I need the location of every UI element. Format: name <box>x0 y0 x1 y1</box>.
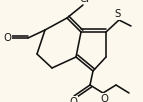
Text: Cl: Cl <box>79 0 89 3</box>
Text: S: S <box>115 9 121 19</box>
Text: O: O <box>69 97 77 102</box>
Text: O: O <box>3 33 11 43</box>
Text: O: O <box>100 94 108 102</box>
